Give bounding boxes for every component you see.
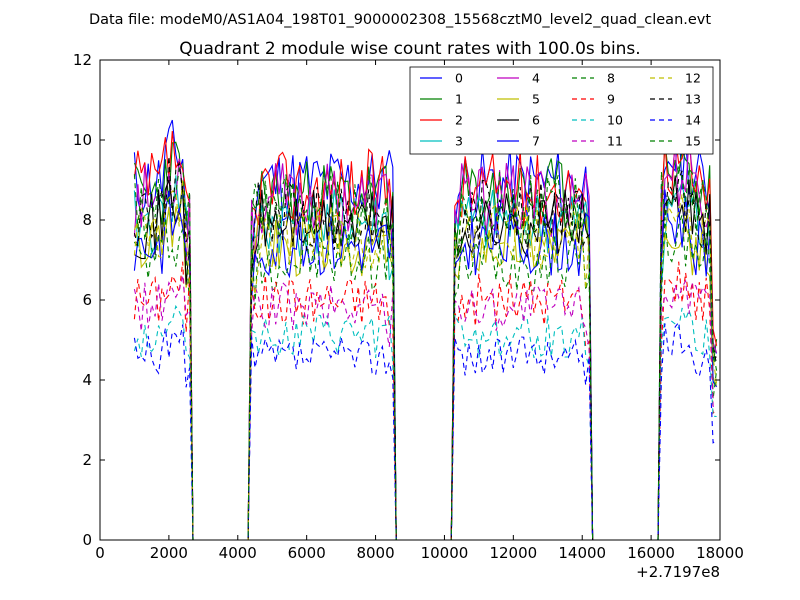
x-tick-label: 8000	[356, 544, 394, 562]
legend-label-4: 4	[532, 71, 540, 86]
x-tick-label: 10000	[421, 544, 469, 562]
legend-label-11: 11	[607, 134, 623, 149]
legend-label-9: 9	[607, 92, 615, 107]
x-tick-label: 4000	[219, 544, 257, 562]
x-tick-label: 2000	[150, 544, 188, 562]
legend-label-7: 7	[532, 134, 540, 149]
y-tick-label: 10	[73, 131, 92, 149]
y-tick-label: 8	[82, 211, 92, 229]
y-tick-label: 0	[82, 531, 92, 549]
legend-label-2: 2	[455, 113, 463, 128]
legend-label-5: 5	[532, 92, 540, 107]
legend-label-0: 0	[455, 71, 463, 86]
legend-label-3: 3	[455, 134, 463, 149]
x-tick-label: 16000	[627, 544, 675, 562]
x-tick-label: 14000	[558, 544, 606, 562]
legend-label-13: 13	[685, 92, 701, 107]
x-axis: 0 2000 4000 6000 8000 10000 12000 14000 16000 180…	[95, 60, 744, 562]
x-tick-label: 18000	[696, 544, 744, 562]
legend-label-15: 15	[685, 134, 701, 149]
chart-supertitle: Data file: modeM0/AS1A04_198T01_90000023…	[89, 12, 711, 28]
legend-label-14: 14	[685, 113, 701, 128]
y-tick-label: 2	[82, 451, 92, 469]
legend-label-10: 10	[607, 113, 623, 128]
chart-title: Quadrant 2 module wise count rates with …	[179, 39, 640, 59]
y-tick-label: 6	[82, 291, 92, 309]
x-tick-label: 6000	[288, 544, 326, 562]
legend-label-6: 6	[532, 113, 540, 128]
legend-label-1: 1	[455, 92, 463, 107]
x-tick-label: 12000	[489, 544, 537, 562]
x-tick-label: 0	[95, 544, 105, 562]
legend-label-12: 12	[685, 71, 701, 86]
legend-label-8: 8	[607, 71, 615, 86]
y-tick-label: 12	[73, 51, 92, 69]
x-axis-offset-label: +2.7197e8	[636, 563, 720, 581]
legend-box	[409, 66, 714, 155]
y-tick-label: 4	[82, 371, 92, 389]
